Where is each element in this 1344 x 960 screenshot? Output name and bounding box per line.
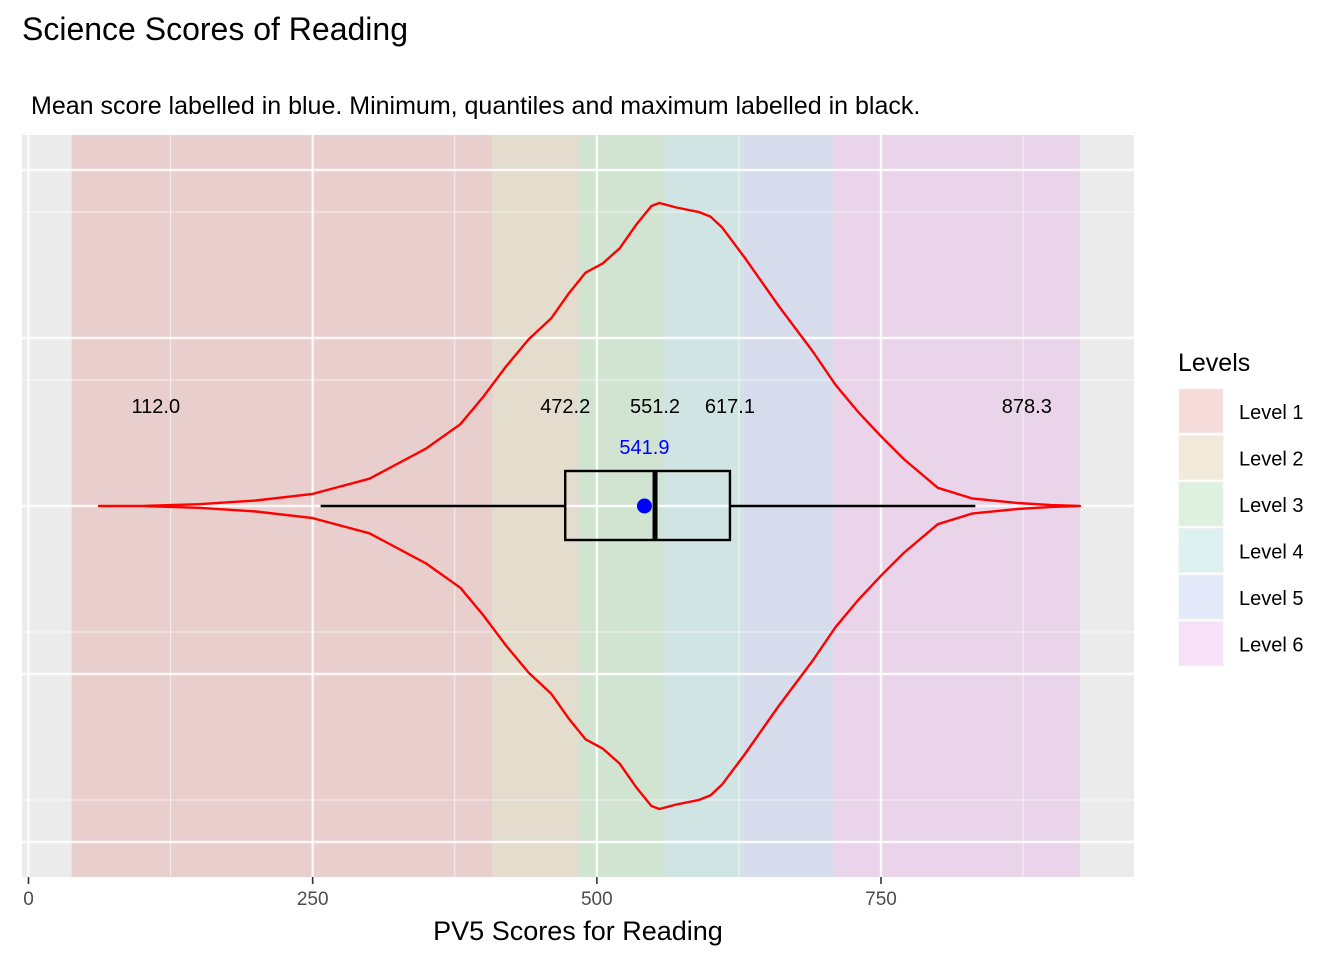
stat-label: 551.2 <box>630 396 680 418</box>
legend-swatch-4 <box>1178 528 1224 573</box>
x-tick-label: 250 <box>297 889 329 910</box>
chart-title: Science Scores of Reading <box>22 11 408 47</box>
legend-swatch-5 <box>1178 574 1224 620</box>
legend-swatch-3 <box>1178 481 1224 527</box>
stat-label: 112.0 <box>132 396 181 418</box>
legend-label-2: Level 2 <box>1239 449 1304 471</box>
x-axis: 0 250 500 750 <box>23 877 897 910</box>
x-tick-label: 0 <box>23 889 34 910</box>
x-axis-title: PV5 Scores for Reading <box>433 916 723 946</box>
x-tick-label: 750 <box>865 889 897 910</box>
legend-title: Levels <box>1178 349 1250 377</box>
legend-label-1: Level 1 <box>1239 402 1304 424</box>
violin-outline <box>97 201 1082 811</box>
violin-layer <box>97 201 1082 811</box>
grid-lines <box>22 135 1134 877</box>
legend-swatch-2 <box>1178 435 1224 480</box>
stat-label: 472.2 <box>540 396 590 418</box>
legend-swatch-1 <box>1178 388 1224 434</box>
x-tick-label: 500 <box>581 889 613 910</box>
legend-label-3: Level 3 <box>1239 495 1304 517</box>
legend-label-6: Level 6 <box>1239 635 1304 657</box>
mean-point <box>636 498 652 514</box>
boxplot-layer <box>320 469 976 542</box>
plot-panel: 112.0 472.2 551.2 617.1 878.3 541.9 <box>22 135 1134 877</box>
legend: Levels Level 1 Level 2 Level 3 Level 4 Level… <box>1178 349 1304 666</box>
mean-label: 541.9 <box>619 437 669 459</box>
iqr-box <box>564 469 732 542</box>
stat-label: 878.3 <box>1002 396 1052 418</box>
annotation-layer: 112.0 472.2 551.2 617.1 878.3 541.9 <box>132 396 1052 459</box>
stat-label: 617.1 <box>705 396 755 418</box>
chart-subtitle: Mean score labelled in blue. Minimum, qu… <box>31 92 920 120</box>
legend-label-5: Level 5 <box>1239 588 1304 610</box>
legend-swatch-6 <box>1178 621 1224 666</box>
legend-label-4: Level 4 <box>1239 542 1304 564</box>
